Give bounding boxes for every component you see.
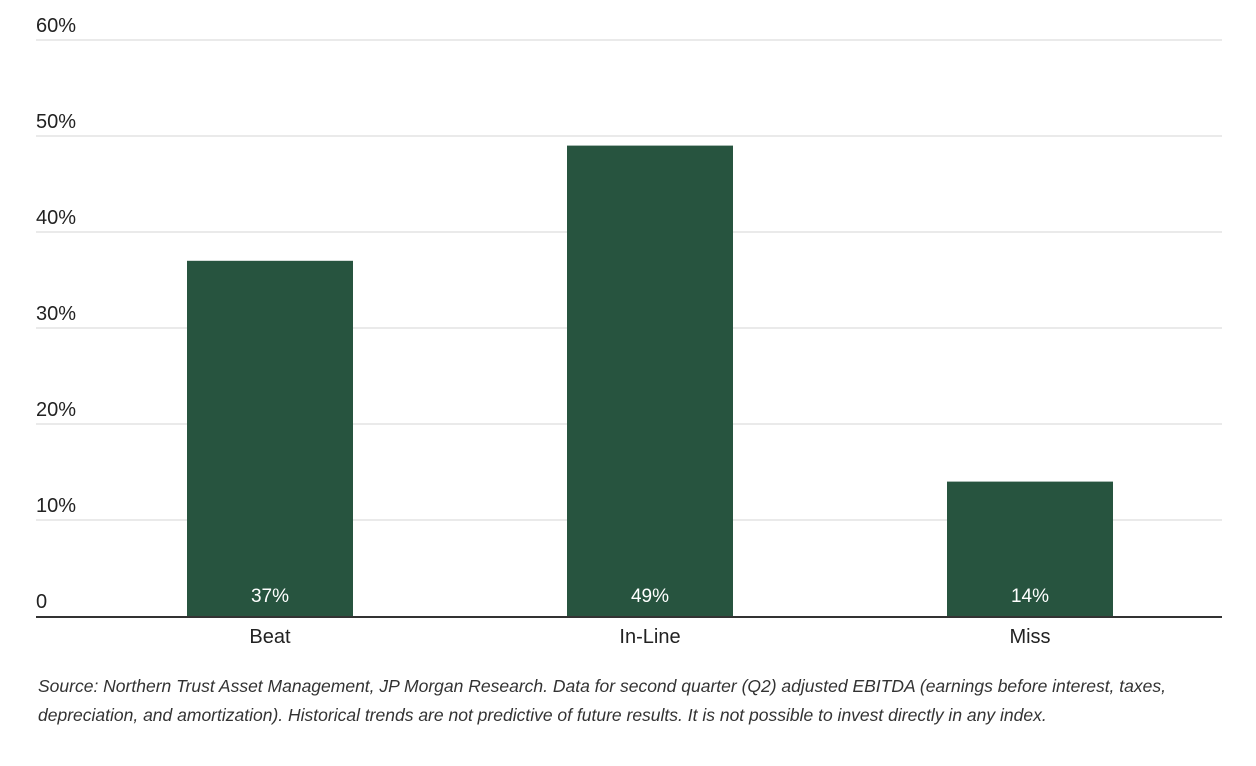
category-label-beat: Beat xyxy=(249,626,291,648)
bars: 37% 49% 14% xyxy=(187,145,1113,616)
bar-beat xyxy=(187,260,353,616)
category-label-miss: Miss xyxy=(1009,626,1050,648)
y-tick-label: 40% xyxy=(36,207,76,229)
y-tick-label: 60% xyxy=(36,15,76,37)
bar-in-line xyxy=(567,145,733,616)
x-axis-categories: Beat In-Line Miss xyxy=(249,626,1050,648)
y-tick-label: 0 xyxy=(36,591,47,613)
y-tick-label: 30% xyxy=(36,303,76,325)
y-tick-label: 50% xyxy=(36,111,76,133)
bar-miss xyxy=(947,481,1113,616)
y-axis-ticks: 0 10% 20% 30% 40% 50% 60% xyxy=(36,15,76,613)
data-label-in-line: 49% xyxy=(631,586,669,607)
y-tick-label: 10% xyxy=(36,495,76,517)
data-label-beat: 37% xyxy=(251,586,289,607)
y-tick-label: 20% xyxy=(36,399,76,421)
source-note: Source: Northern Trust Asset Management,… xyxy=(38,676,1166,725)
category-label-in-line: In-Line xyxy=(619,626,680,648)
bar-chart: 0 10% 20% 30% 40% 50% 60% 37% 49% 14% Beat In-Lin… xyxy=(36,15,1222,648)
data-label-miss: 14% xyxy=(1011,586,1049,607)
